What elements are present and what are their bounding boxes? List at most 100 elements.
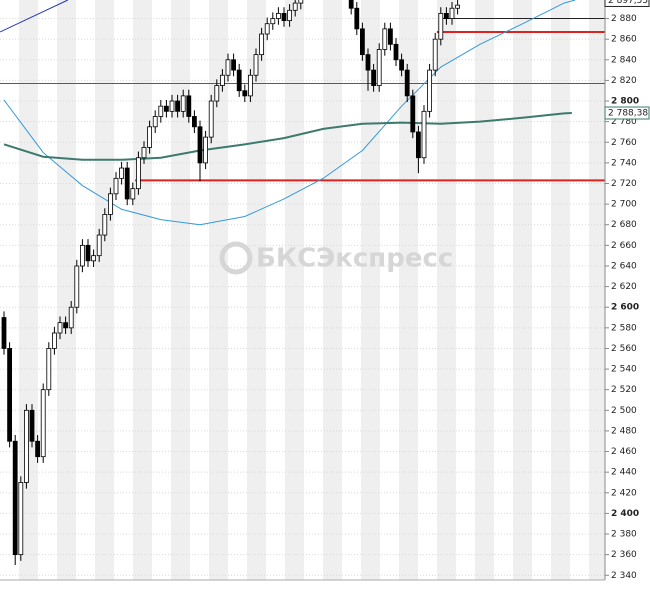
candle-body — [119, 167, 124, 179]
candle-body — [57, 322, 63, 334]
candle-body — [404, 69, 410, 97]
candle-body — [438, 13, 444, 40]
y-tick-label: 2 800 — [611, 97, 639, 107]
candle-body — [23, 409, 29, 483]
y-tick-label: 2 860 — [611, 35, 637, 45]
y-tick-label: 2 520 — [611, 385, 637, 395]
candle-body — [287, 9, 293, 22]
candle-body — [46, 348, 52, 391]
candle-body — [74, 265, 80, 308]
y-tick-label: 2 340 — [611, 571, 637, 581]
y-tick-label: 2 820 — [611, 76, 637, 86]
candle-body — [443, 13, 449, 19]
candle-body — [52, 332, 57, 349]
candle-body — [12, 440, 18, 556]
candle-body — [281, 13, 287, 22]
watermark: БКСЭкспресс — [219, 241, 453, 275]
candle-body — [158, 105, 164, 117]
candle-body — [113, 177, 119, 195]
candle-body — [163, 105, 169, 112]
y-tick-label: 2 660 — [611, 241, 637, 251]
y-tick-label: 2 680 — [611, 220, 637, 230]
indicator-line — [3, 0, 576, 226]
candle-body — [449, 7, 455, 19]
y-tick-label: 2 540 — [611, 365, 637, 375]
candle-body — [91, 255, 96, 262]
candle-body — [175, 100, 181, 112]
y-tick-label: 2 560 — [611, 344, 637, 354]
candle-body — [191, 116, 197, 128]
candle-body — [231, 59, 237, 71]
candle-body — [214, 85, 220, 102]
candle-body — [219, 74, 225, 86]
axis: 2 340 2 360 2 380 2 400 2 420 2 440 2 460 2 480… — [604, 0, 650, 581]
candle-body — [180, 95, 186, 112]
candle-body — [432, 38, 438, 71]
y-tick-label: 2 580 — [611, 323, 637, 333]
plot — [0, 0, 605, 565]
candle-body — [208, 100, 214, 138]
candle-body — [365, 54, 371, 71]
candle-body — [399, 59, 405, 71]
candle-body — [35, 440, 40, 458]
candle-body — [455, 4, 461, 9]
candle-body — [376, 49, 382, 86]
candle-body — [275, 13, 281, 19]
candle-body — [259, 33, 265, 56]
price-tag-label: 2 788,38 — [608, 109, 648, 119]
price-tag-label: 2 897,55 — [608, 0, 648, 6]
grid — [0, 18, 605, 576]
candle-body — [124, 167, 130, 200]
y-tick-label: 2 760 — [611, 138, 637, 148]
candle-body — [387, 28, 393, 45]
candle-body — [135, 157, 141, 190]
candle-body — [393, 43, 399, 61]
candle-body — [382, 28, 388, 50]
candle-body — [1, 317, 7, 349]
candle-body — [85, 244, 91, 262]
candle-body — [354, 7, 360, 30]
candle-body — [292, 2, 298, 11]
watermark-text: БКСЭкспресс — [256, 244, 453, 274]
y-tick-label: 2 780 — [611, 117, 637, 127]
candle-body — [421, 110, 427, 159]
candle-body — [242, 90, 248, 97]
candle-body — [169, 100, 175, 112]
candle-body — [415, 131, 421, 159]
y-tick-label: 2 720 — [611, 179, 637, 189]
y-tick-label: 2 360 — [611, 550, 637, 560]
candle-body — [203, 136, 209, 164]
candle-body — [225, 59, 231, 76]
candle-body — [427, 69, 433, 112]
y-tick-label: 2 380 — [611, 530, 637, 540]
y-tick-label: 2 480 — [611, 426, 637, 436]
candle-body — [7, 348, 12, 442]
candle-body — [130, 188, 136, 200]
y-tick-label: 2 400 — [611, 509, 639, 519]
candle-body — [68, 306, 74, 329]
background — [0, 0, 605, 580]
y-tick-label: 2 700 — [611, 200, 637, 210]
price-tag-box — [604, 0, 650, 7]
y-tick-label: 2 500 — [611, 406, 637, 416]
candle-body — [298, 0, 304, 4]
candle-body — [96, 234, 102, 257]
candle-body — [40, 389, 46, 458]
candle-body — [141, 147, 147, 159]
candle-body — [147, 126, 153, 148]
candle-body — [63, 322, 68, 329]
y-tick-label: 2 880 — [611, 14, 637, 24]
indicator-line — [0, 0, 69, 33]
candle-body — [29, 409, 35, 442]
indicator-line — [3, 112, 572, 161]
candle-body — [80, 244, 85, 267]
candle-body — [236, 69, 242, 92]
candle-body — [264, 23, 270, 35]
candle-body — [18, 482, 24, 556]
candle-body — [152, 116, 158, 128]
y-tick-label: 2 640 — [611, 261, 637, 271]
y-tick-label: 2 740 — [611, 158, 637, 168]
candle-body — [197, 126, 203, 164]
candle-body — [359, 28, 365, 56]
